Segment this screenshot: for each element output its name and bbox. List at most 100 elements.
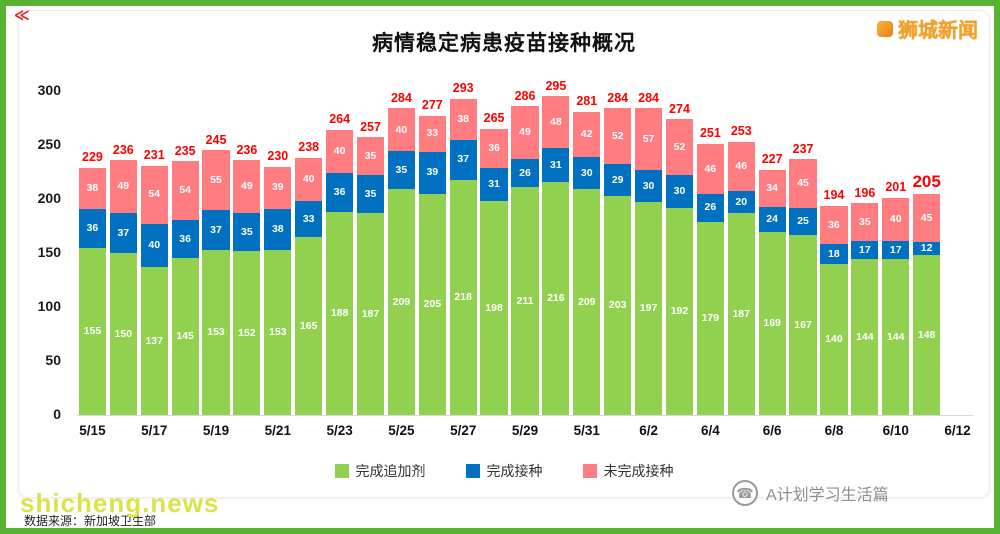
segment-value-label: 54 <box>179 184 191 197</box>
total-label: 284 <box>607 90 629 105</box>
segment-完成追加剂: 187 <box>356 213 385 415</box>
segment-未完成接种: 49 <box>511 106 539 160</box>
bar-5-31: 209 30 42 281 <box>571 91 602 415</box>
segment-value-label: 36 <box>828 218 840 231</box>
total-label: 253 <box>730 124 752 139</box>
segment-完成追加剂: 197 <box>634 202 663 415</box>
segment-完成接种: 35 <box>387 151 415 190</box>
bar-5-30: 216 31 48 295 <box>540 80 571 415</box>
segment-未完成接种: 49 <box>109 160 137 214</box>
segment-value-label: 30 <box>673 185 686 198</box>
corner-mark-icon: ≪ <box>14 7 30 24</box>
segment-value-label: 216 <box>547 292 565 305</box>
segment-value-label: 35 <box>364 150 377 163</box>
segment-完成接种: 36 <box>171 219 199 259</box>
bar-6-8: 140 18 36 194 <box>819 91 850 415</box>
segment-value-label: 35 <box>241 225 253 238</box>
segment-value-label: 33 <box>426 127 439 140</box>
segment-完成追加剂: 209 <box>387 189 415 415</box>
segment-未完成接种: 52 <box>604 108 632 165</box>
bar-stack: 198 31 36 <box>480 128 508 415</box>
x-tick-label: 5/23 <box>326 423 353 438</box>
x-tick-label: 5/31 <box>573 423 600 438</box>
bar-6-4: 179 26 46 251 <box>695 91 726 415</box>
x-tick-label: 6/12 <box>944 423 971 438</box>
segment-完成接种: 40 <box>140 223 168 268</box>
segment-value-label: 35 <box>858 215 871 228</box>
segment-value-label: 145 <box>176 330 194 343</box>
segment-value-label: 37 <box>210 223 222 236</box>
legend-label: 完成接种 <box>486 463 543 479</box>
x-tick-label: 6/8 <box>824 423 844 438</box>
legend-item-未完成接种: 未完成接种 <box>582 461 674 481</box>
bar-6-2: 197 30 57 284 <box>633 91 664 415</box>
segment-未完成接种: 49 <box>233 160 261 214</box>
segment-完成接种: 20 <box>727 191 755 214</box>
segment-value-label: 36 <box>333 186 346 199</box>
total-label: 238 <box>298 140 320 155</box>
segment-完成追加剂: 209 <box>573 189 601 415</box>
segment-完成接种: 31 <box>542 148 570 182</box>
bar-5-26: 205 39 33 277 <box>417 91 448 415</box>
total-label: 235 <box>174 143 196 158</box>
bar-5-21: 153 38 39 230 <box>262 91 293 415</box>
segment-value-label: 40 <box>889 213 902 226</box>
segment-value-label: 40 <box>148 239 161 252</box>
segment-value-label: 205 <box>423 298 442 311</box>
segment-完成追加剂: 218 <box>449 179 477 415</box>
y-tick-label: 300 <box>37 82 61 98</box>
bar-5-28: 198 31 36 265 <box>479 91 510 415</box>
segment-完成追加剂: 153 <box>264 249 292 415</box>
segment-完成接种: 36 <box>326 173 354 212</box>
segment-未完成接种: 42 <box>573 111 601 157</box>
segment-未完成接种: 57 <box>634 108 663 170</box>
segment-value-label: 20 <box>735 196 748 208</box>
total-label: 286 <box>514 88 536 103</box>
segment-value-label: 24 <box>766 213 778 226</box>
total-label: 284 <box>390 90 412 105</box>
segment-value-label: 26 <box>519 166 531 179</box>
total-label: 265 <box>483 111 505 126</box>
segment-value-label: 17 <box>889 244 902 257</box>
bar-5-27: 218 37 38 293 <box>448 82 479 415</box>
y-tick-label: 0 <box>53 406 61 422</box>
bar-5-16: 150 37 49 236 <box>108 91 139 415</box>
segment-value-label: 39 <box>426 166 439 179</box>
segment-value-label: 45 <box>920 211 933 224</box>
segment-完成追加剂: 148 <box>913 255 941 415</box>
segment-完成接种: 25 <box>789 207 817 235</box>
bar-stack: 155 36 38 <box>78 167 107 415</box>
total-label: 284 <box>638 90 659 105</box>
segment-未完成接种: 40 <box>882 197 910 242</box>
bar-6-6: 169 24 34 227 <box>757 91 788 415</box>
segment-完成追加剂: 205 <box>418 193 446 415</box>
x-tick-label: 5/27 <box>450 423 477 438</box>
segment-完成接种: 31 <box>480 167 508 202</box>
segment-value-label: 38 <box>86 181 99 194</box>
total-label: 196 <box>854 185 876 200</box>
bar-stack: 211 26 49 <box>511 106 539 415</box>
chart-legend: 完成追加剂 完成接种 未完成接种 <box>19 461 989 481</box>
bar-stack: 179 26 46 <box>696 143 724 415</box>
x-tick-label: 6/6 <box>762 423 782 438</box>
total-label: 274 <box>669 101 690 116</box>
segment-完成追加剂: 137 <box>140 267 168 415</box>
segment-value-label: 31 <box>488 178 500 191</box>
segment-value-label: 29 <box>611 173 624 186</box>
x-axis: 5/15 5/17 5/19 5/21 5/23 5/25 5/27 5/29 5/31 6/2 6… <box>77 423 973 443</box>
y-tick-label: 100 <box>37 298 61 314</box>
segment-未完成接种: 35 <box>356 137 385 176</box>
segment-value-label: 153 <box>207 326 225 339</box>
segment-value-label: 37 <box>457 153 470 166</box>
segment-完成追加剂: 187 <box>727 213 755 415</box>
bar-stack: 218 37 38 <box>449 98 477 415</box>
segment-value-label: 46 <box>704 162 717 175</box>
bar-6-5: 187 20 46 253 <box>726 91 757 415</box>
segment-value-label: 198 <box>485 301 503 314</box>
segment-完成追加剂: 165 <box>295 236 323 415</box>
segment-value-label: 40 <box>395 123 408 136</box>
bar-6-1: 203 29 52 284 <box>602 91 633 415</box>
phone-icon: ☎ <box>732 480 758 506</box>
legend-label: 完成追加剂 <box>355 463 426 479</box>
segment-未完成接种: 54 <box>140 165 168 224</box>
